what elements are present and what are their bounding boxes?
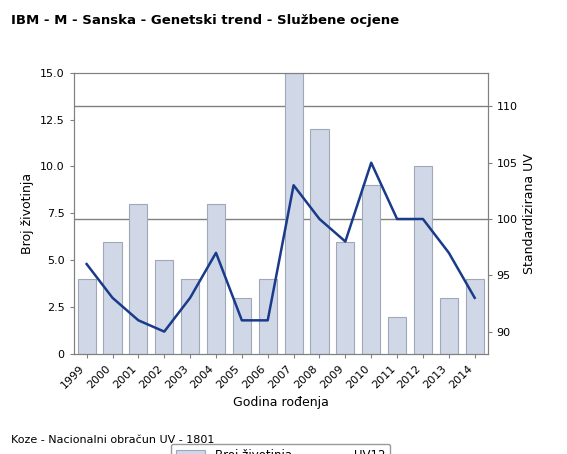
Bar: [414, 167, 432, 354]
Bar: [233, 298, 251, 354]
Bar: [129, 204, 147, 354]
Bar: [181, 279, 199, 354]
Bar: [285, 73, 303, 354]
Bar: [362, 185, 380, 354]
Y-axis label: Standardizirana UV: Standardizirana UV: [523, 153, 536, 274]
Bar: [207, 204, 225, 354]
Bar: [103, 242, 121, 354]
Bar: [259, 279, 277, 354]
Y-axis label: Broj životinja: Broj životinja: [22, 173, 35, 254]
Bar: [336, 242, 354, 354]
X-axis label: Godina rođenja: Godina rođenja: [232, 396, 329, 409]
Text: IBM - M - Sanska - Genetski trend - Službene ocjene: IBM - M - Sanska - Genetski trend - Služ…: [11, 14, 400, 27]
Legend: Broj životinja, UV12: Broj životinja, UV12: [171, 444, 391, 454]
Text: Koze - Nacionalni obračun UV - 1801: Koze - Nacionalni obračun UV - 1801: [11, 435, 215, 445]
Bar: [78, 279, 96, 354]
Bar: [440, 298, 458, 354]
Bar: [310, 129, 328, 354]
Bar: [466, 279, 484, 354]
Bar: [388, 316, 406, 354]
Bar: [155, 260, 174, 354]
